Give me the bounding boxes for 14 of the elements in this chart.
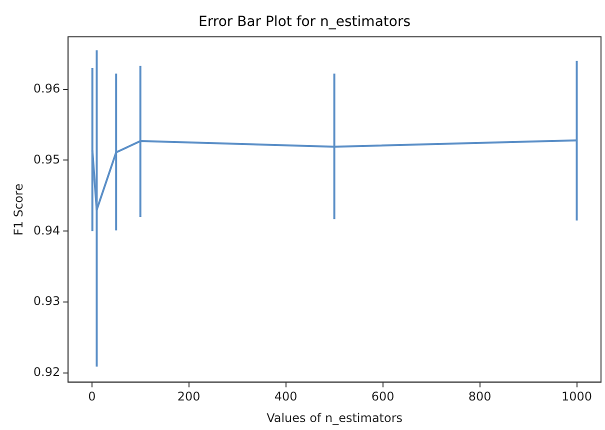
x-tick-label: 600 bbox=[371, 390, 394, 404]
y-tick-label: 0.96 bbox=[33, 81, 60, 96]
x-tick-label: 800 bbox=[468, 390, 492, 404]
y-tick-label: 0.95 bbox=[33, 152, 60, 166]
x-tick-label: 0 bbox=[88, 390, 96, 404]
x-tick-label: 400 bbox=[274, 390, 298, 404]
y-tick-label: 0.94 bbox=[33, 223, 60, 238]
y-tick-label: 0.92 bbox=[33, 365, 60, 380]
y-axis-title: F1 Score bbox=[11, 184, 26, 236]
x-tick-label: 200 bbox=[177, 390, 200, 404]
x-tick-label: 1000 bbox=[561, 390, 592, 404]
x-axis-title: Values of n_estimators bbox=[266, 410, 403, 425]
chart-title: Error Bar Plot for n_estimators bbox=[198, 14, 410, 30]
y-tick-label: 0.93 bbox=[33, 294, 60, 308]
